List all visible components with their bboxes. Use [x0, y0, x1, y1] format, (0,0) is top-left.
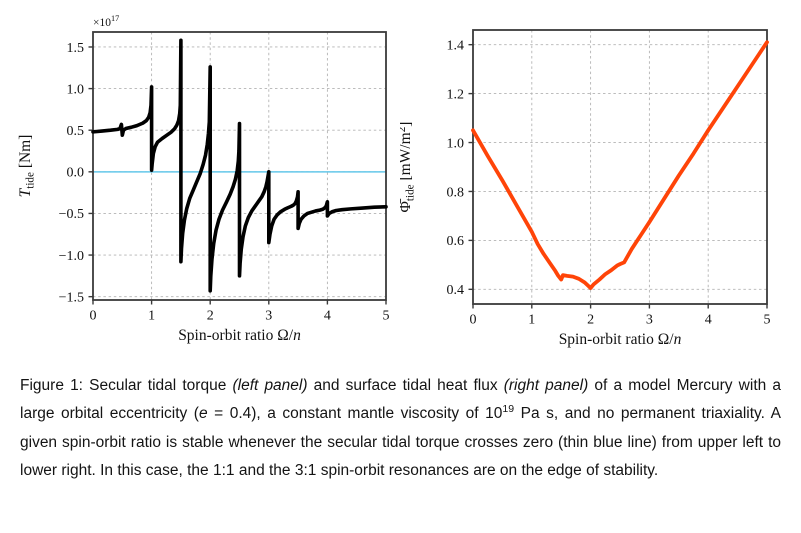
svg-text:3: 3 [265, 309, 272, 324]
svg-text:1.4: 1.4 [447, 38, 465, 53]
y-tick-labels: −1.5 −1.0 −0.5 0.0 0.5 1.0 1.5 [59, 41, 84, 306]
svg-text:1.2: 1.2 [447, 87, 465, 102]
x-axis-label: Spin-orbit ratio Ω/n [559, 331, 682, 348]
caption-segment: and surface tidal heat flux [307, 377, 504, 394]
svg-text:0: 0 [470, 313, 477, 328]
svg-text:0.8: 0.8 [447, 185, 465, 200]
svg-text:1.5: 1.5 [67, 41, 85, 56]
svg-text:5: 5 [383, 309, 390, 324]
y-tick-labels: 0.4 0.6 0.8 1.0 1.2 1.4 [447, 38, 465, 298]
svg-text:−0.5: −0.5 [59, 207, 84, 222]
caption-segment: e [198, 405, 208, 423]
axis-ticks [88, 46, 387, 305]
x-tick-labels: 0 1 2 3 4 5 [470, 313, 771, 328]
figure-caption: Figure 1: Secular tidal torque (left pan… [20, 372, 781, 485]
x-tick-labels: 0 1 2 3 4 5 [90, 309, 390, 324]
axis-ticks [468, 43, 768, 309]
svg-text:1: 1 [528, 313, 535, 328]
axis-offset-label: ×1017 [93, 14, 119, 29]
svg-text:−1.0: −1.0 [59, 249, 84, 264]
svg-text:1.0: 1.0 [67, 82, 85, 97]
caption-segment: Figure 1: Secular tidal torque [20, 377, 233, 394]
plot-border [92, 31, 387, 301]
svg-text:4: 4 [705, 313, 712, 328]
caption-segment: 19 [502, 403, 515, 416]
svg-text:2: 2 [587, 313, 594, 328]
caption-segment: of a model Mercury with a large orbital … [20, 377, 781, 423]
svg-text:0.5: 0.5 [67, 124, 85, 139]
x-axis-label: Spin-orbit ratio Ω/n [178, 327, 301, 344]
y-axis-label: Ttide [Nm] [17, 135, 37, 198]
caption-segment: = 0.4), a constant mantle viscosity of 1… [207, 405, 503, 423]
svg-text:4: 4 [324, 309, 331, 324]
svg-text:3: 3 [646, 313, 653, 328]
caption-segment: Pa s, and no permanent triaxiality. A gi… [20, 405, 781, 479]
svg-text:0.0: 0.0 [67, 166, 85, 181]
surface-tidal-heat-flux-curve [471, 40, 769, 290]
heat-flux-plot: 0 1 2 3 4 5 0.4 0.6 0.8 1.0 1.2 1.4 Spin-orbit ratio… [400, 29, 771, 348]
svg-text:5: 5 [764, 313, 771, 328]
svg-text:0.6: 0.6 [447, 234, 465, 249]
caption-segment: (right panel) [503, 377, 589, 394]
figure-plots: 0 1 2 3 4 5 −1.5 −1.0 −0.5 0.0 0.5 1.0 1.5 Spin-orbit… [17, 14, 771, 348]
tidal-torque-plot: 0 1 2 3 4 5 −1.5 −1.0 −0.5 0.0 0.5 1.0 1.5 Spin-orbit… [17, 14, 390, 344]
svg-text:1: 1 [148, 309, 155, 324]
secular-tidal-torque-curve [91, 38, 388, 293]
svg-text:−1.5: −1.5 [59, 290, 84, 305]
y-axis-label: Φ̄tide [mW/m2] [400, 122, 417, 213]
plot-border [472, 29, 768, 305]
svg-text:0.4: 0.4 [447, 283, 465, 298]
svg-text:1.0: 1.0 [447, 136, 465, 151]
caption-segment: (left panel) [232, 377, 308, 394]
svg-text:2: 2 [207, 309, 214, 324]
svg-text:0: 0 [90, 309, 97, 324]
